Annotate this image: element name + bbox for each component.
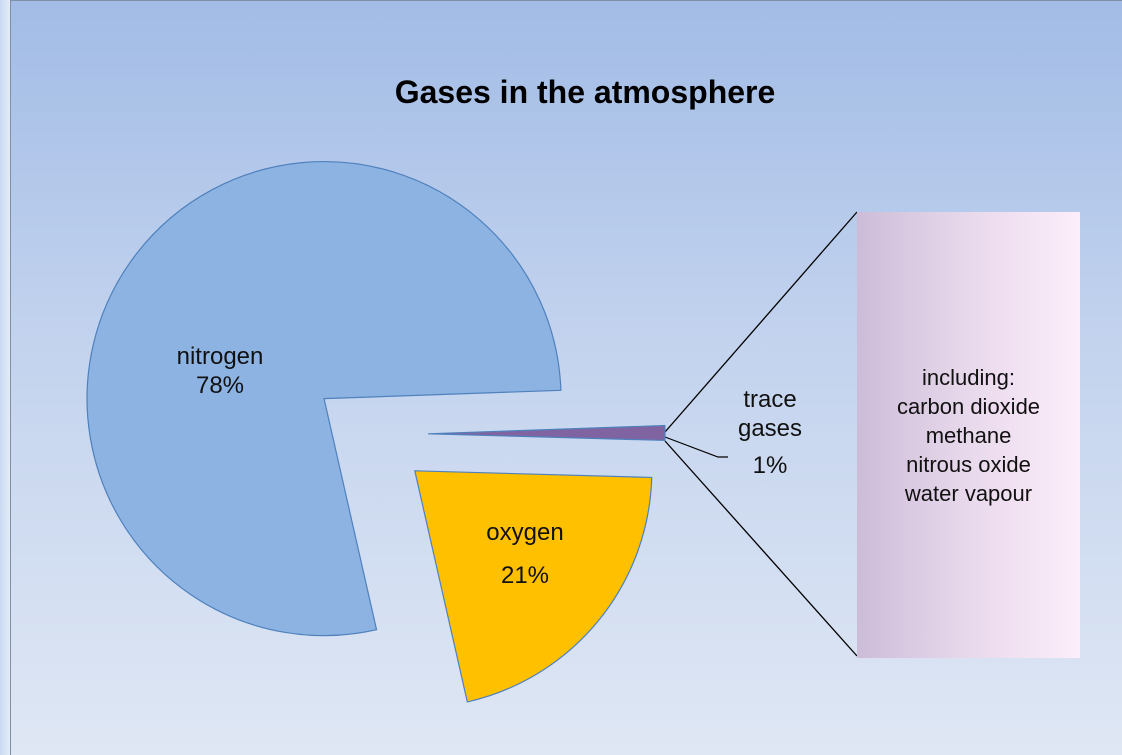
slice-label: oxygen 21%	[455, 518, 595, 590]
connector-line	[664, 440, 858, 657]
pie-slice	[427, 424, 666, 442]
annotation-item: nitrous oxide	[906, 451, 1031, 477]
leader-line	[664, 436, 728, 458]
pie-slice	[414, 470, 653, 703]
annotation-item: carbon dioxide	[896, 393, 1041, 419]
slice-label: nitrogen 78%	[130, 342, 310, 400]
chart-title: Gases in the atmosphere	[394, 74, 776, 110]
annotation-item: water vapour	[904, 480, 1033, 506]
annotation-box: including: carbon dioxide methane nitrous …	[857, 212, 1080, 658]
annotation-title: including:	[922, 364, 1015, 390]
category-label: nitrogen	[176, 343, 264, 370]
value-label: 78%	[195, 372, 245, 399]
value-label: 1%	[752, 452, 788, 479]
category-label: trace gases	[737, 386, 803, 442]
connector-line	[664, 211, 858, 433]
pie-slice	[86, 161, 562, 637]
annotation-item: methane	[925, 422, 1012, 448]
value-label: 21%	[500, 562, 550, 589]
slice-label: trace gases 1%	[720, 385, 820, 480]
category-label: oxygen	[486, 519, 564, 546]
